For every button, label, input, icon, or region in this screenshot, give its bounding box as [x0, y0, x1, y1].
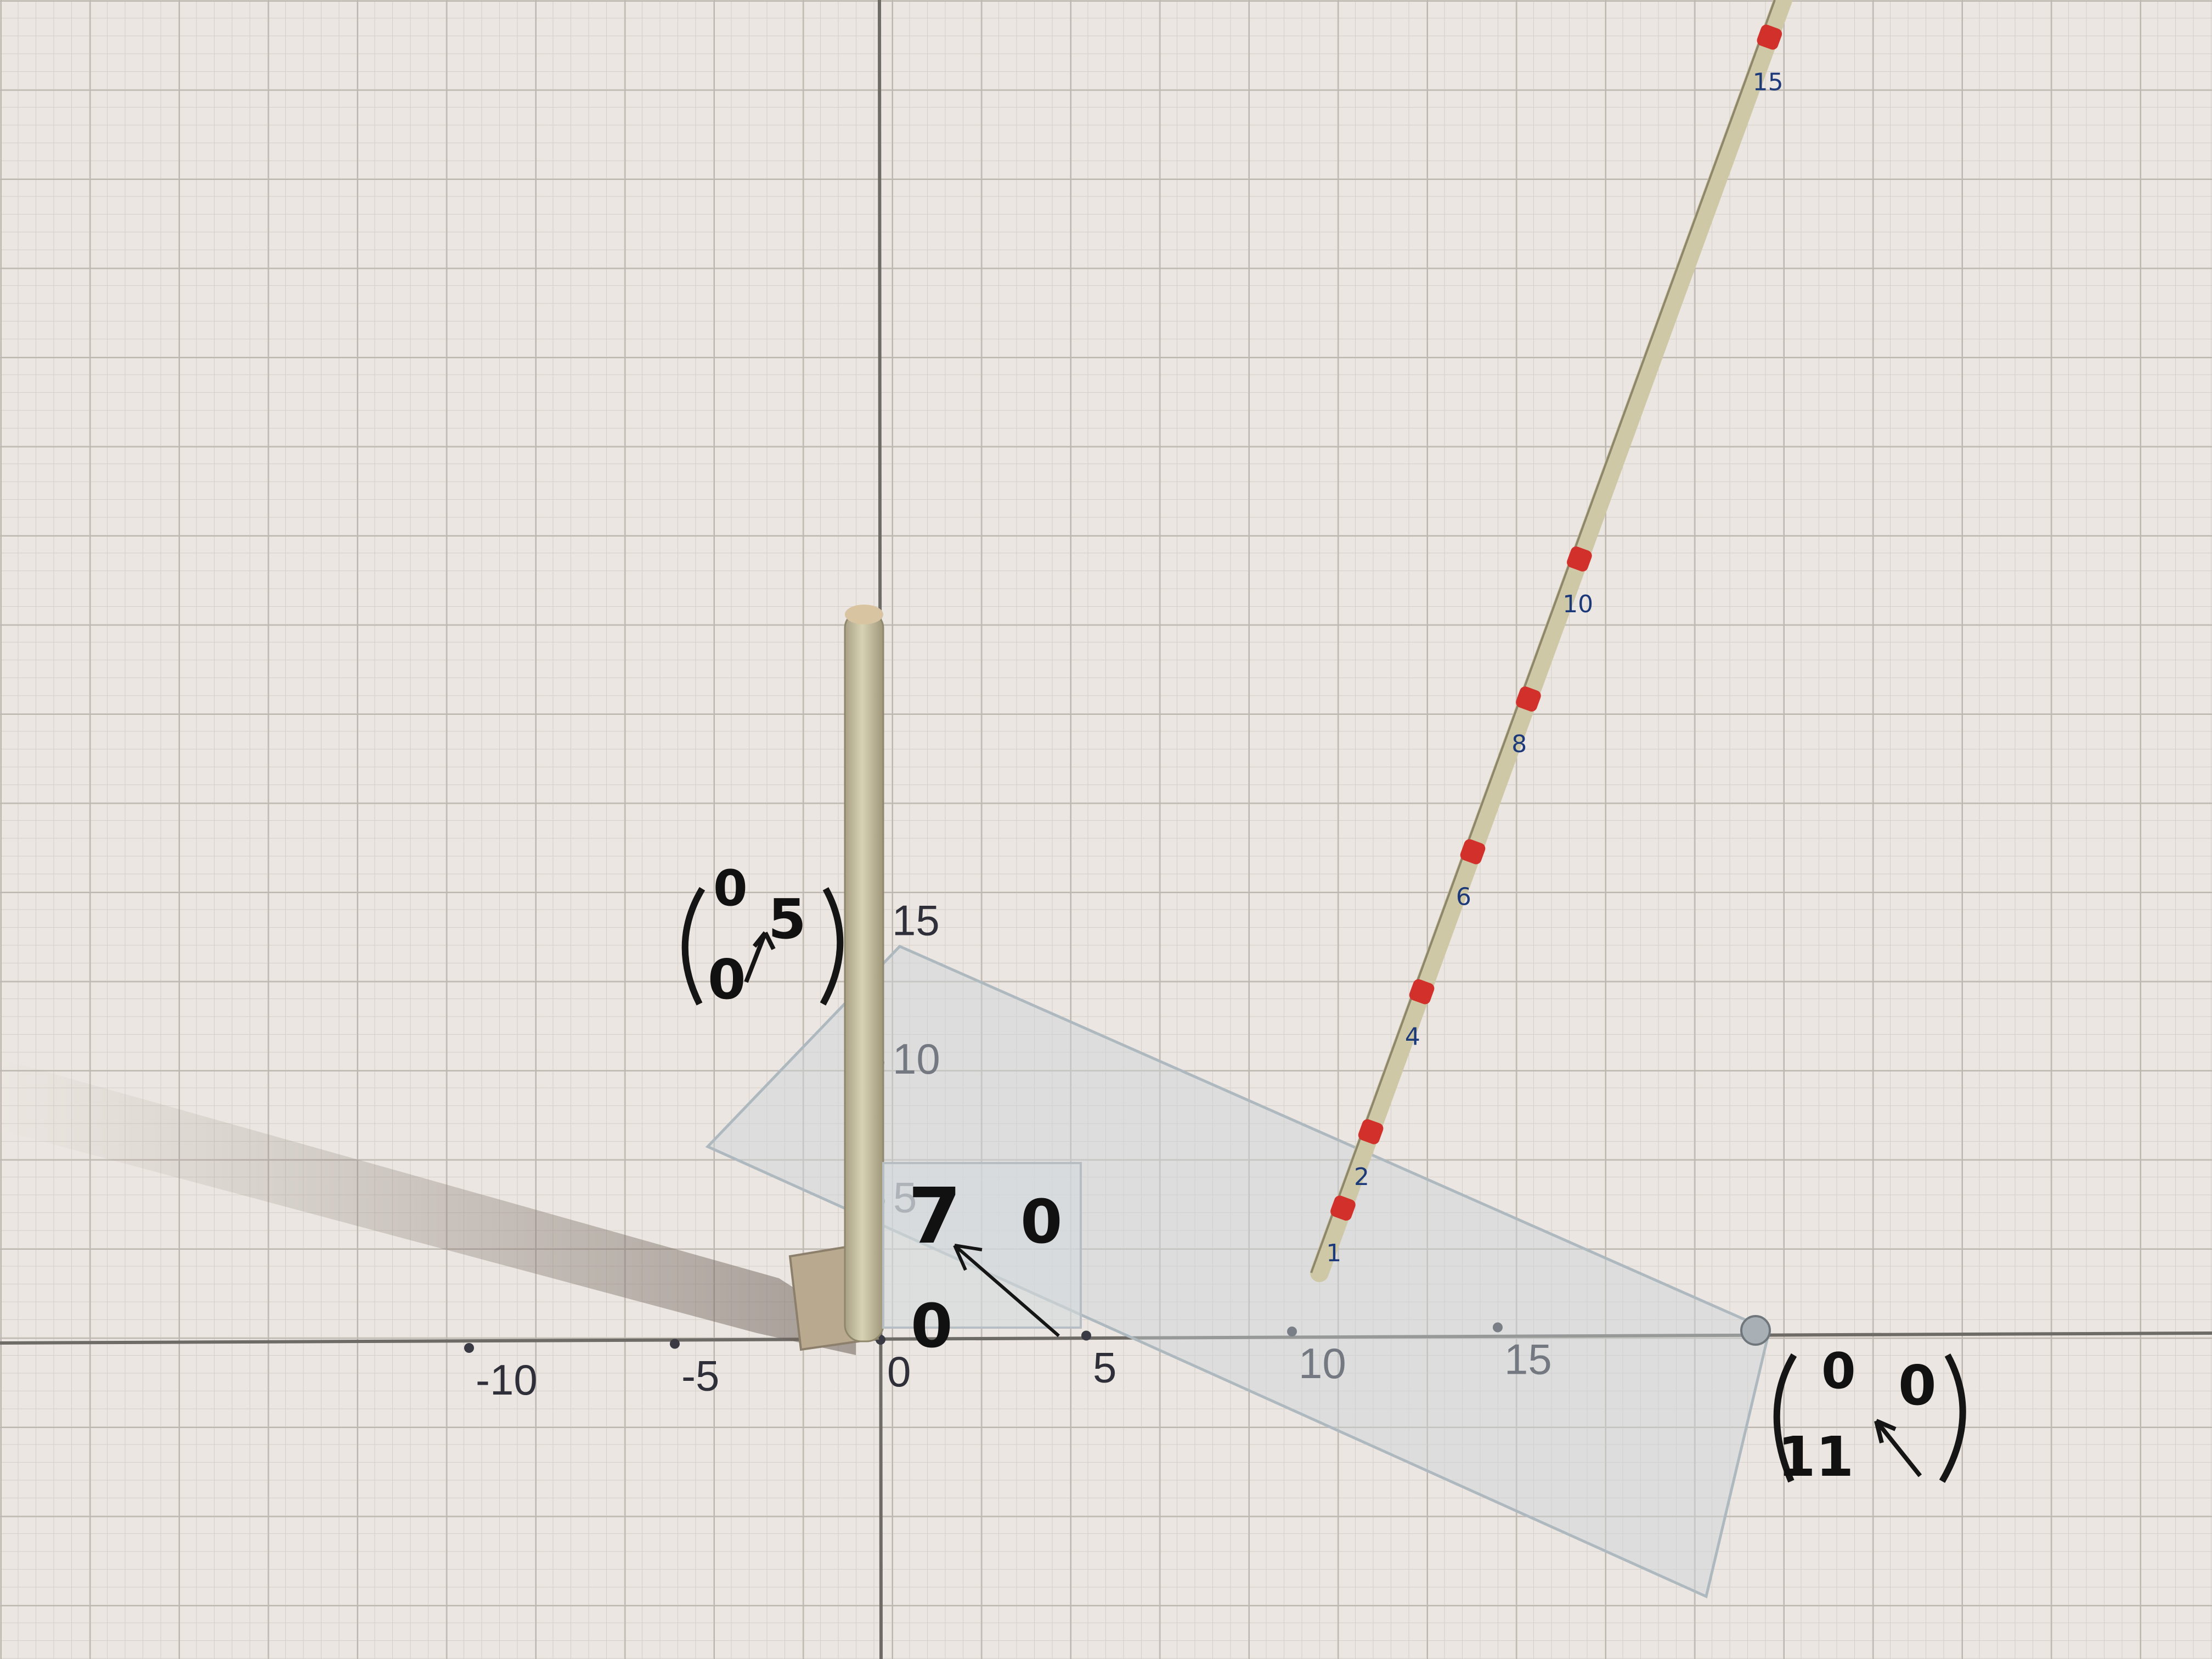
rod-red-mark — [1567, 546, 1592, 572]
right-paren-right — [1939, 1353, 1966, 1483]
vector-top-row2: 0 — [708, 947, 746, 1012]
rod-number-label: 1 — [1326, 1239, 1341, 1267]
vector-top-arrow — [744, 931, 776, 983]
card-arrow — [953, 1244, 1060, 1338]
vector-right-sup: 0 — [1898, 1353, 1937, 1418]
x-tick-label: 10 — [1299, 1339, 1346, 1387]
vector-annotation-top: 0 0 5 — [681, 860, 844, 1012]
y-tick-label: 10 — [893, 1035, 940, 1083]
corner-pin — [1740, 1315, 1771, 1346]
vector-right-row1: 0 — [1821, 1342, 1856, 1400]
vector-right-row2: 11 — [1778, 1425, 1854, 1489]
left-paren-top — [681, 887, 706, 1006]
rod-number-label: 6 — [1456, 883, 1471, 911]
inclined-rod-marks: 1 2 4 6 8 10 15 — [1326, 24, 1784, 1267]
rod-number-label: 8 — [1511, 730, 1527, 758]
x-tick-label: -5 — [681, 1352, 719, 1400]
rod-red-mark — [1516, 686, 1541, 712]
x-tick-mark — [1081, 1330, 1091, 1341]
rod-number-label: 2 — [1354, 1163, 1369, 1191]
rod-red-mark — [1358, 1119, 1384, 1144]
x-tick-label: 15 — [1504, 1335, 1552, 1384]
x-tick-label: -10 — [476, 1356, 538, 1404]
card-value: 7 — [908, 1172, 961, 1261]
vector-top-row1: 0 — [713, 860, 748, 917]
x-tick-mark — [1287, 1327, 1297, 1336]
x-tick-mark — [670, 1339, 680, 1349]
rod-number-label: 10 — [1562, 590, 1593, 618]
x-tick-mark — [464, 1343, 474, 1353]
rod-number-label: 15 — [1753, 69, 1784, 97]
rod-red-mark — [1460, 839, 1486, 865]
vector-annotation-right: 0 11 0 — [1773, 1342, 1966, 1489]
y-tick-label: 15 — [892, 896, 940, 945]
x-axis — [0, 1331, 2212, 1345]
vector-top-sup: 5 — [768, 887, 806, 951]
x-tick-mark — [1493, 1322, 1503, 1333]
x-tick-group: -10 -5 0 5 10 15 — [464, 1322, 1552, 1404]
card-below-value: 0 — [911, 1291, 953, 1361]
rod-number-label: 4 — [1405, 1023, 1420, 1051]
x-tick-label: 5 — [1093, 1344, 1116, 1392]
rod-red-mark — [1409, 979, 1435, 1005]
x-tick-label: 0 — [887, 1347, 911, 1396]
right-paren-top — [820, 887, 844, 1006]
vertical-rod-top — [845, 605, 883, 624]
card-arrow-head — [953, 1244, 983, 1271]
paper-card — [882, 1162, 1082, 1329]
inclined-rod-edge — [1310, 0, 1776, 1273]
card-right-value: 0 — [1020, 1187, 1063, 1257]
left-paren-right — [1773, 1353, 1797, 1483]
vertical-rod — [844, 611, 884, 1342]
inclined-rod — [1310, 0, 1792, 1282]
vector-right-arrow — [1874, 1419, 1922, 1477]
rod-shadow — [0, 1059, 856, 1355]
rod-red-mark — [1757, 24, 1782, 50]
plastic-plane — [705, 945, 1771, 1599]
rod-red-mark — [1330, 1195, 1356, 1221]
